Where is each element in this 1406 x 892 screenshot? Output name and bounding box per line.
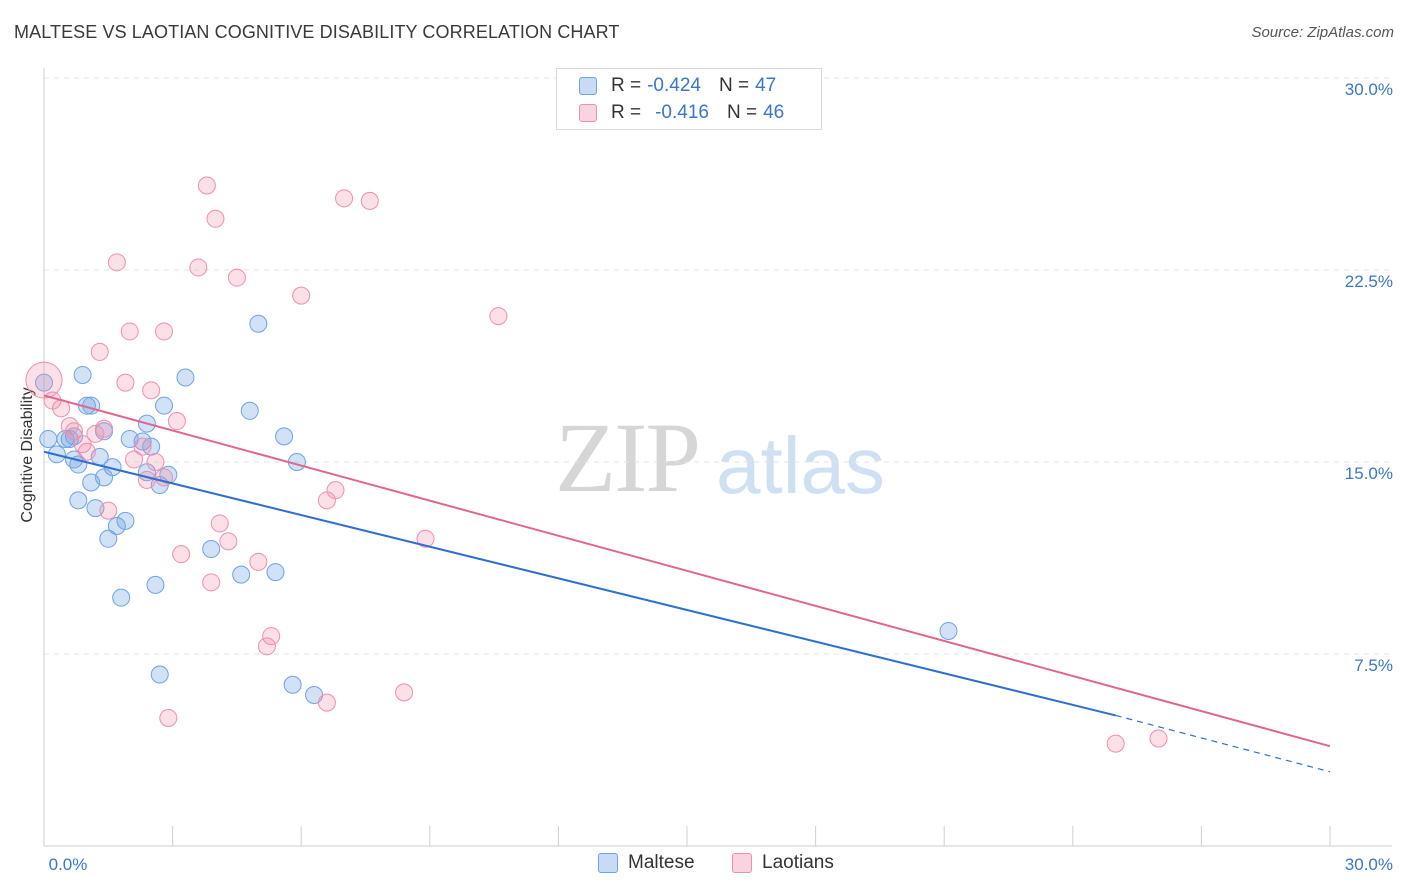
laotians-point: [360, 191, 379, 210]
laotians-swatch: [579, 104, 597, 122]
laotians-point: [292, 286, 311, 305]
maltese-trend-line: [43, 450, 1116, 717]
maltese-point: [116, 511, 135, 530]
maltese-point: [249, 314, 268, 333]
laotians-point: [142, 381, 161, 400]
source-label: Source: ZipAtlas.com: [1251, 24, 1394, 41]
legend-label-maltese: Maltese: [628, 852, 695, 873]
y-tick-label: 15.0%: [1345, 464, 1393, 483]
laotians-point: [317, 693, 336, 712]
n-value: 46: [763, 102, 785, 123]
maltese-point: [146, 575, 165, 594]
laotians-point: [202, 573, 221, 592]
laotians-point: [125, 450, 144, 469]
laotians-point: [107, 253, 126, 272]
laotians-point: [99, 501, 118, 520]
laotians-point: [77, 442, 96, 461]
laotians-point: [197, 176, 216, 195]
legend-row-maltese: R = -0.424 N = 47: [579, 74, 776, 98]
r-value: -0.424: [647, 75, 701, 96]
legend-item-laotians[interactable]: Laotians: [732, 852, 834, 874]
laotians-point: [262, 627, 281, 646]
laotians-point: [219, 532, 238, 551]
laotians-trend-line: [43, 394, 1331, 748]
n-label: N =: [718, 75, 750, 96]
laotians-point: [167, 412, 186, 431]
maltese-point: [69, 491, 88, 510]
maltese-point: [939, 621, 958, 640]
maltese-point: [99, 529, 118, 548]
laotians-point: [189, 258, 208, 277]
x-tick-label: 0.0%: [49, 855, 88, 874]
laotians-point: [1106, 734, 1125, 753]
laotians-point: [86, 424, 105, 443]
watermark-zip: ZIP: [555, 402, 701, 513]
maltese-point: [155, 396, 174, 415]
laotians-point: [120, 322, 139, 341]
maltese-point: [240, 401, 259, 420]
maltese-point: [176, 368, 195, 387]
maltese-point: [232, 565, 251, 584]
x-tick-label: 30.0%: [1345, 855, 1393, 874]
laotians-point: [210, 514, 229, 533]
maltese-point: [35, 373, 53, 392]
maltese-point: [283, 675, 302, 694]
n-label: N =: [726, 102, 758, 123]
laotians-point: [65, 422, 84, 441]
legend-item-maltese[interactable]: Maltese: [598, 852, 695, 874]
laotians-point: [257, 637, 276, 656]
y-tick-label: 22.5%: [1345, 272, 1393, 291]
laotians-point: [137, 470, 156, 489]
laotians-point: [395, 683, 414, 702]
laotians-point: [159, 709, 178, 727]
maltese-point: [202, 540, 221, 559]
laotians-point: [206, 209, 225, 228]
laotians-point: [172, 545, 191, 564]
laotians-point: [146, 453, 165, 471]
maltese-swatch: [579, 77, 597, 95]
laotians-point: [489, 307, 508, 326]
r-label: R =: [611, 102, 642, 123]
chart-title: MALTESE VS LAOTIAN COGNITIVE DISABILITY …: [14, 22, 620, 42]
maltese-point: [112, 588, 131, 607]
maltese-point: [73, 365, 92, 384]
maltese-legend-swatch: [598, 853, 618, 873]
n-value: 47: [755, 75, 777, 96]
laotians-point: [133, 437, 152, 456]
maltese-trend-extension: [1115, 714, 1331, 773]
maltese-point: [266, 563, 285, 582]
laotians-point: [335, 189, 354, 208]
maltese-point: [275, 427, 294, 446]
legend-row-laotians: R = -0.416 N = 46: [579, 101, 784, 125]
laotians-point: [249, 552, 268, 571]
y-tick-label: 30.0%: [1345, 80, 1393, 99]
laotians-point: [90, 342, 109, 361]
laotians-legend-swatch: [732, 853, 752, 873]
correlation-legend: R = -0.424 N = 47 R = -0.416 N = 46: [556, 68, 822, 130]
laotians-point: [1149, 729, 1168, 748]
laotians-point: [116, 373, 135, 392]
series-legend: Maltese Laotians: [0, 852, 1406, 876]
maltese-point: [107, 517, 126, 535]
r-label: R =: [611, 75, 642, 96]
laotians-point: [155, 322, 174, 341]
laotians-point: [326, 481, 345, 500]
maltese-point: [133, 432, 152, 451]
laotians-point: [416, 529, 435, 548]
r-value: -0.416: [655, 102, 709, 123]
watermark-atlas: atlas: [716, 421, 885, 510]
maltese-point: [39, 429, 58, 448]
y-tick-label: 7.5%: [1354, 656, 1393, 675]
laotians-point: [227, 268, 246, 287]
legend-label-laotians: Laotians: [762, 852, 834, 873]
maltese-point: [150, 665, 169, 684]
laotians-point: [95, 419, 114, 438]
